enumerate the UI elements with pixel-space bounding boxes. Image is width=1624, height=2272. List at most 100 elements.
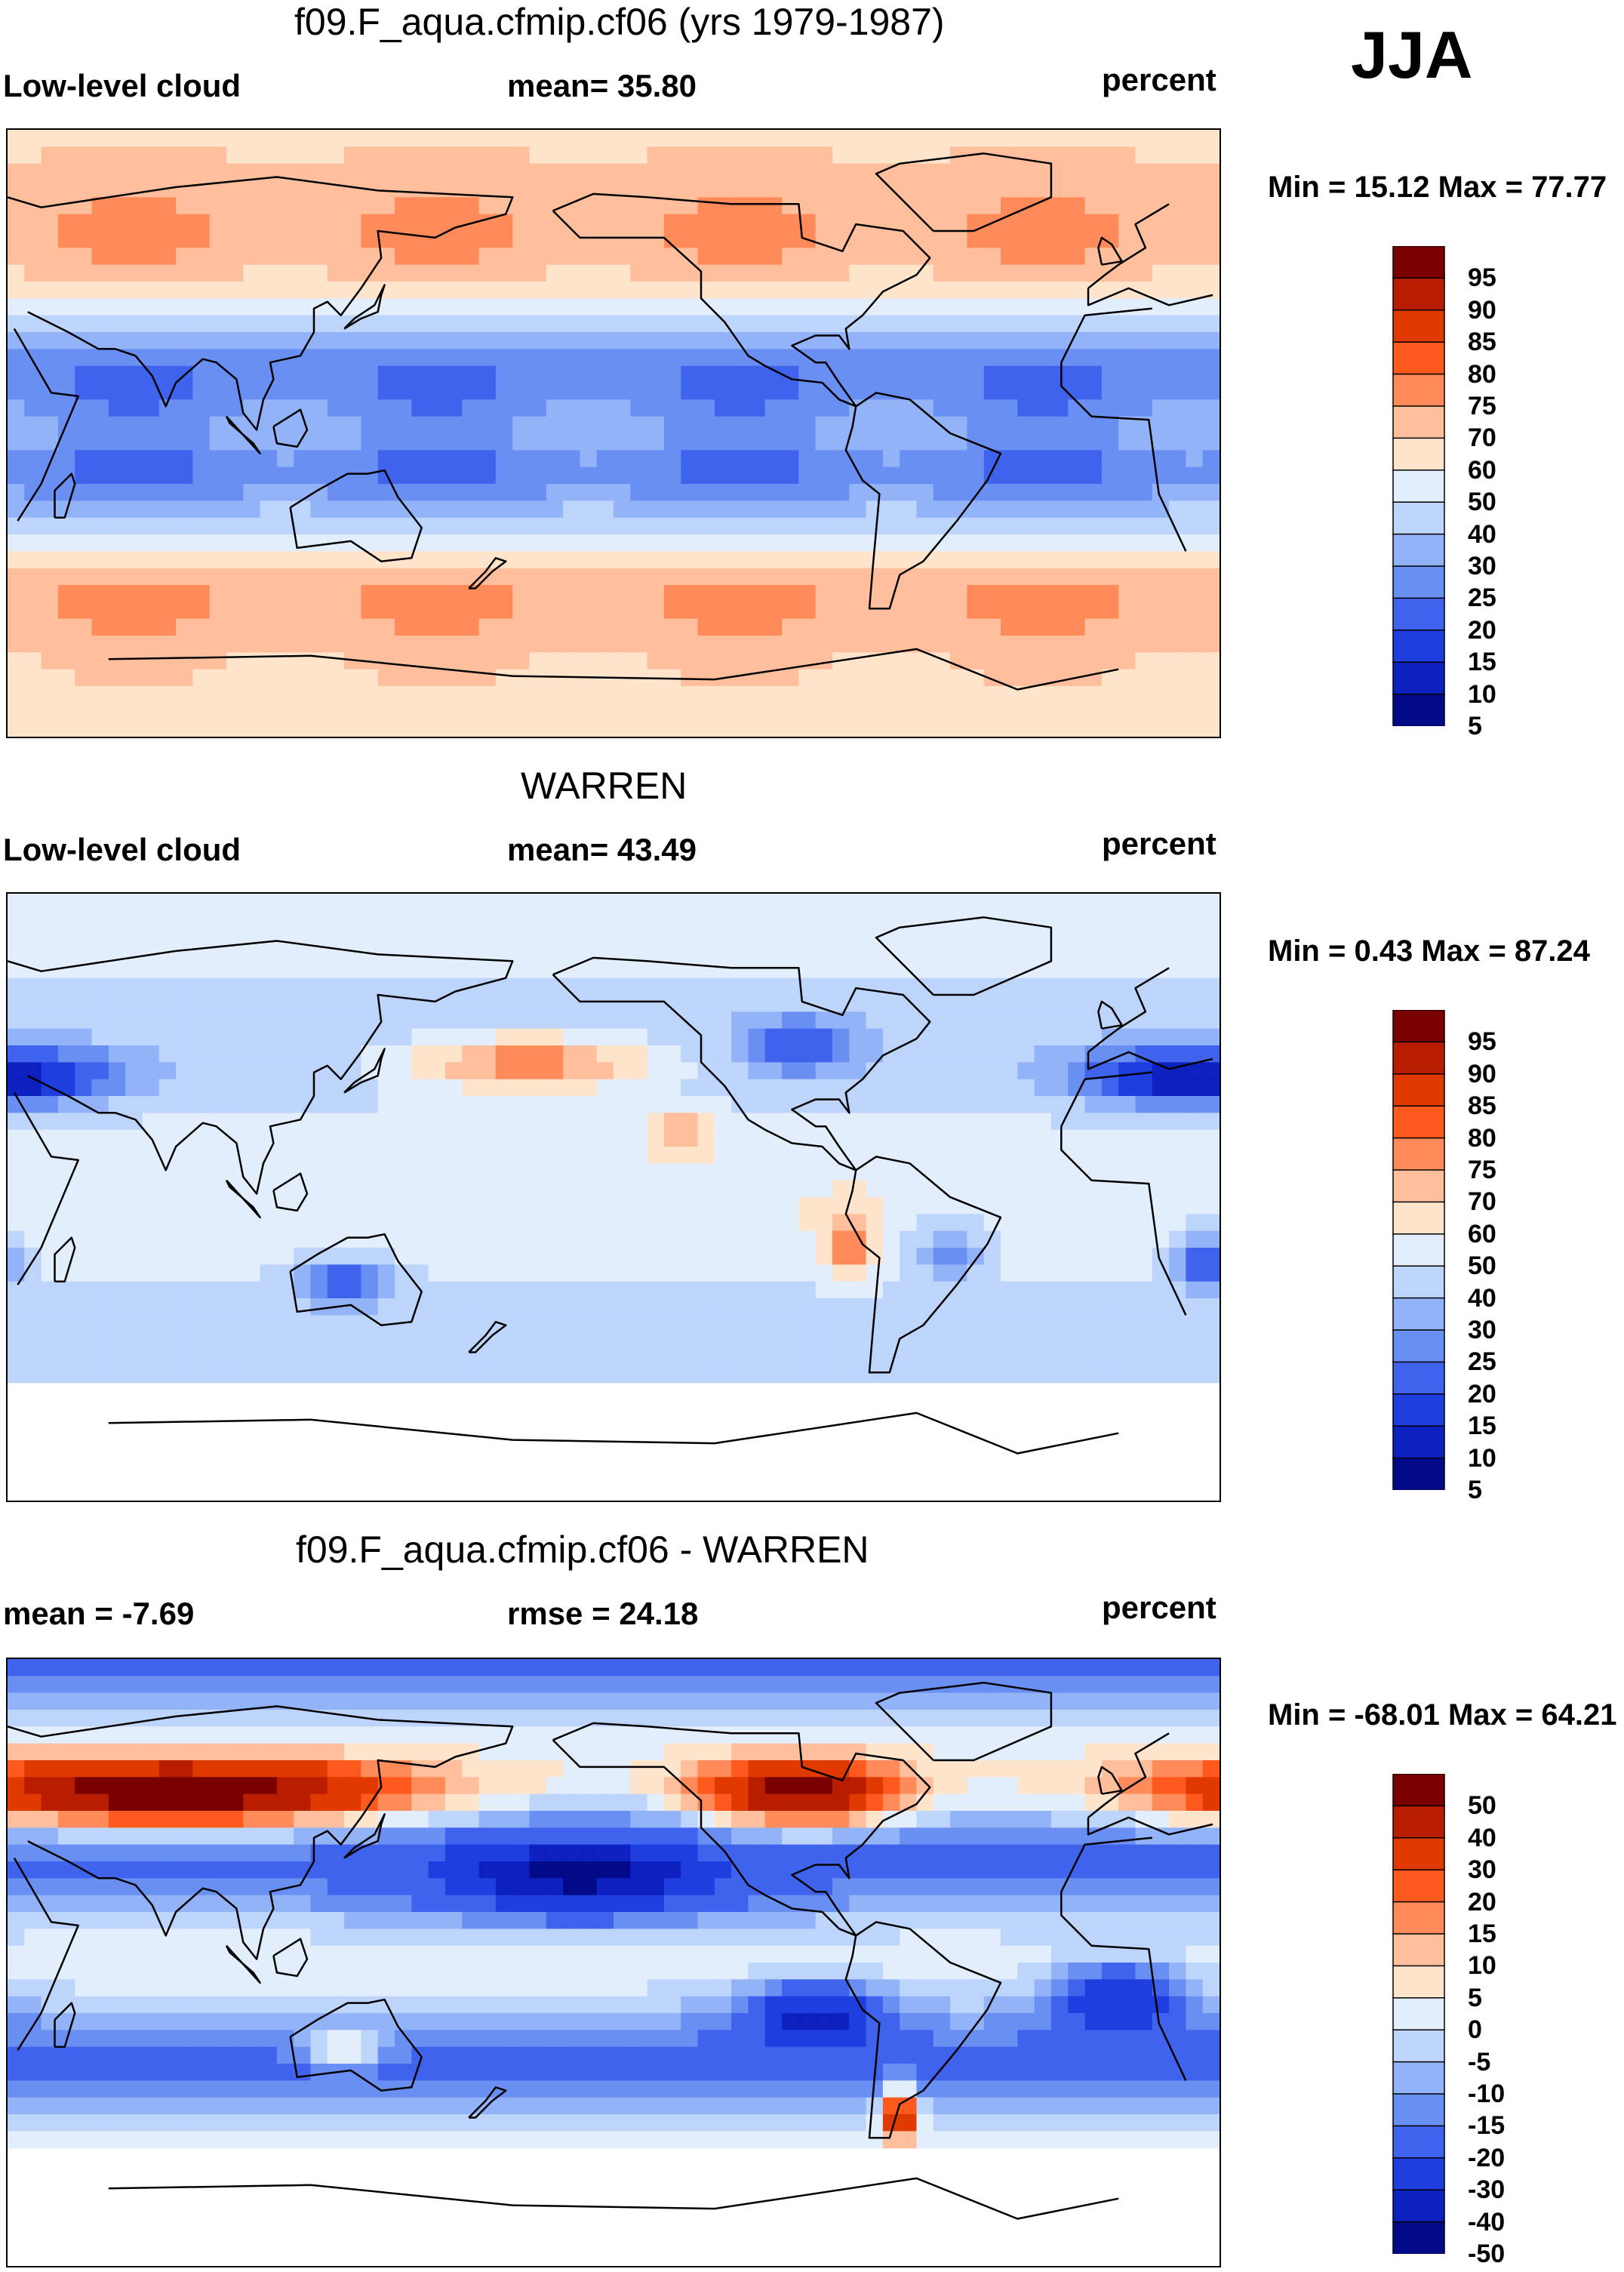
- panel-1-cell: [900, 332, 918, 349]
- panel-3-cell: [647, 1659, 665, 1676]
- panel-1-cell: [614, 248, 631, 266]
- panel-2-cell: [798, 1147, 817, 1164]
- panel-1-cell: [832, 669, 850, 687]
- panel-2-cell: [260, 1230, 278, 1248]
- panel-2-cell: [1202, 1113, 1220, 1131]
- panel-1-cell: [983, 349, 1001, 367]
- panel-2-cell: [327, 1315, 345, 1333]
- panel-2-cell: [1050, 1062, 1069, 1080]
- panel-2-cell: [1202, 1230, 1220, 1248]
- panel-1-cell: [1169, 231, 1186, 248]
- panel-1-cell: [209, 130, 227, 147]
- panel-1-cell: [176, 534, 193, 552]
- panel-2-cell: [8, 1331, 25, 1350]
- panel-1-cell: [294, 264, 312, 282]
- panel-1-cell: [108, 568, 126, 586]
- panel-2-cell: [1001, 1180, 1018, 1198]
- panel-2-cell: [731, 1331, 749, 1350]
- panel-2-cell: [41, 1365, 59, 1384]
- panel-2-cell: [580, 910, 598, 928]
- panel-2-cell: [580, 1298, 598, 1316]
- panel-2-cell: [933, 1349, 951, 1366]
- panel-1-cell: [1034, 349, 1052, 367]
- panel-3-cell: [226, 1659, 244, 1676]
- panel-1-cell: [967, 703, 985, 721]
- panel-3-cell: [24, 1676, 42, 1694]
- panel-1-cell: [260, 399, 278, 417]
- panel-1-cell: [91, 214, 109, 232]
- panel-2-cell: [512, 1113, 531, 1131]
- panel-2-cell: [361, 1163, 379, 1181]
- panel-1-cell: [361, 248, 379, 266]
- panel-2-cell: [108, 1349, 126, 1366]
- panel-1-cell: [209, 585, 227, 602]
- panel-1-cell: [748, 585, 766, 602]
- panel-1-cell: [243, 332, 261, 349]
- panel-2-cell: [1084, 1180, 1103, 1198]
- panel-2-cell: [697, 1349, 715, 1366]
- panel-2-cell: [782, 1113, 799, 1131]
- panel-2-cell: [546, 1264, 564, 1282]
- panel-1-cell: [1001, 332, 1018, 349]
- panel-2-cell: [782, 1096, 799, 1113]
- panel-2-cell: [563, 1214, 580, 1232]
- panel-1-cell: [1017, 349, 1035, 367]
- panel-2-cell: [1152, 1028, 1170, 1046]
- panel-2-cell: [1135, 1365, 1153, 1384]
- panel-1-cell: [647, 652, 665, 670]
- panel-2-cell: [512, 1315, 531, 1333]
- panel-2-cell: [983, 995, 1001, 1012]
- panel-2-cell: [512, 944, 531, 962]
- panel-1-cell: [580, 248, 598, 266]
- panel-1-cell: [882, 450, 900, 468]
- panel-2-cell: [731, 1230, 749, 1248]
- panel-3-cell: [764, 1692, 783, 1710]
- panel-1-cell: [294, 214, 312, 232]
- panel-2-cell: [1118, 1028, 1136, 1046]
- panel-2-cell: [563, 1197, 580, 1215]
- panel-2-cell: [8, 1197, 25, 1215]
- panel-1-cell: [478, 602, 497, 620]
- panel-2-cell: [1101, 1197, 1119, 1215]
- panel-2-cell: [663, 1197, 681, 1215]
- panel-3-left-label: mean = -7.69: [3, 1596, 195, 1631]
- panel-2-cell: [563, 944, 580, 962]
- panel-1-cell: [798, 264, 817, 282]
- panel-1-cell: [1084, 332, 1103, 349]
- panel-2-cell: [647, 977, 665, 996]
- panel-2-cell: [798, 1264, 817, 1282]
- panel-2-cell: [697, 1079, 715, 1097]
- panel-2-cell: [900, 944, 918, 962]
- panel-1-cell: [983, 602, 1001, 620]
- panel-2-cell: [125, 1147, 143, 1164]
- panel-2-cell: [176, 1264, 193, 1282]
- panel-2-cell: [428, 1096, 446, 1113]
- panel-2-cell: [529, 1315, 547, 1333]
- panel-1-cell: [1101, 585, 1119, 602]
- panel-2-cell: [950, 1349, 968, 1366]
- panel-2-cell: [950, 1298, 968, 1316]
- panel-1-cell: [1001, 180, 1018, 198]
- panel-2-cell: [361, 1214, 379, 1232]
- panel-2-cell: [731, 1129, 749, 1147]
- panel-2-cell: [428, 1062, 446, 1080]
- panel-3-cell: [546, 1692, 564, 1710]
- panel-1-cell: [395, 618, 412, 636]
- panel-2-cell: [294, 1113, 312, 1131]
- panel-2-cell: [630, 1315, 648, 1333]
- panel-1-cell: [8, 282, 25, 299]
- panel-1-cell: [546, 315, 564, 333]
- panel-1-cell: [276, 146, 294, 165]
- panel-1-cell: [580, 163, 598, 181]
- panel-1-cell: [125, 686, 143, 703]
- panel-2-cell: [866, 1264, 884, 1282]
- panel-2-cell: [798, 1045, 817, 1063]
- panel-2-cell: [1068, 1129, 1086, 1147]
- panel-1-cell: [209, 264, 227, 282]
- panel-2-cell: [697, 1096, 715, 1113]
- panel-2-cell: [563, 1045, 580, 1063]
- panel-1-cell: [900, 551, 918, 569]
- panel-1-cell: [1017, 264, 1035, 282]
- panel-1-cell: [243, 130, 261, 147]
- panel-1-cell: [75, 180, 93, 198]
